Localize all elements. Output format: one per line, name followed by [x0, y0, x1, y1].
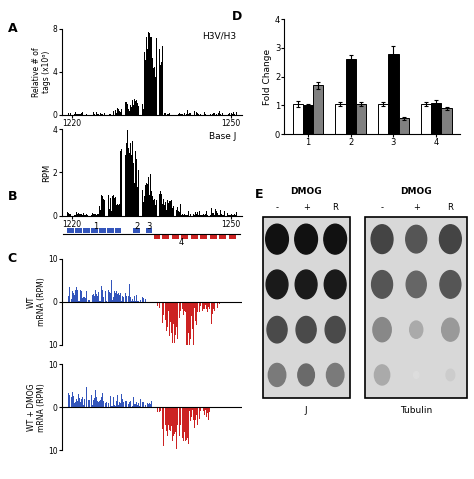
Bar [210, 234, 217, 239]
Text: Tubulin: Tubulin [400, 406, 432, 415]
Bar [388, 54, 399, 134]
Bar [421, 104, 431, 134]
Text: B: B [8, 190, 17, 204]
Y-axis label: Relative # of
tags (x10⁶): Relative # of tags (x10⁶) [32, 47, 51, 97]
Text: H3V/H3: H3V/H3 [202, 31, 237, 40]
Text: A: A [8, 22, 17, 35]
Circle shape [440, 271, 461, 298]
Circle shape [414, 372, 419, 378]
Circle shape [296, 317, 316, 343]
Bar [441, 108, 452, 134]
Text: D: D [232, 10, 242, 23]
Y-axis label: WT
mRNA (RPM): WT mRNA (RPM) [27, 277, 46, 326]
Text: E: E [255, 188, 264, 201]
Bar [107, 228, 114, 233]
Circle shape [324, 224, 346, 254]
Circle shape [268, 364, 286, 387]
Circle shape [295, 224, 318, 254]
Text: -: - [275, 203, 279, 212]
Bar [146, 228, 152, 233]
Bar [431, 103, 441, 134]
Circle shape [295, 270, 317, 299]
Circle shape [439, 225, 461, 253]
Circle shape [325, 317, 345, 343]
Bar [162, 234, 169, 239]
Text: Base J: Base J [209, 132, 237, 141]
Y-axis label: RPM: RPM [42, 163, 51, 182]
Bar [313, 85, 323, 134]
Bar [172, 234, 179, 239]
Text: +: + [303, 203, 310, 212]
Bar [99, 228, 106, 233]
Circle shape [324, 270, 346, 299]
Text: J: J [305, 406, 308, 415]
Text: R: R [332, 203, 338, 212]
Bar [67, 228, 74, 233]
Text: 1: 1 [93, 222, 99, 231]
Circle shape [446, 369, 455, 381]
Text: -: - [381, 203, 383, 212]
Bar [219, 234, 227, 239]
Bar [292, 104, 303, 134]
Circle shape [372, 271, 392, 298]
Circle shape [410, 321, 423, 338]
Bar [75, 228, 82, 233]
Text: 3: 3 [146, 222, 152, 231]
Bar [91, 228, 98, 233]
Bar [378, 104, 388, 134]
Circle shape [373, 318, 391, 342]
Bar [356, 104, 366, 134]
Text: 2: 2 [134, 222, 139, 231]
Circle shape [406, 225, 427, 253]
Bar [182, 234, 188, 239]
Bar [83, 228, 90, 233]
Circle shape [266, 224, 288, 254]
Circle shape [374, 365, 390, 385]
Text: 4: 4 [178, 238, 183, 247]
Circle shape [442, 318, 459, 341]
Bar [201, 234, 207, 239]
Y-axis label: WT + DMOG
mRNA (RPM): WT + DMOG mRNA (RPM) [27, 383, 46, 432]
Bar [346, 59, 356, 134]
Y-axis label: Fold Change: Fold Change [263, 48, 272, 105]
Circle shape [298, 364, 314, 386]
Bar [303, 105, 313, 134]
Circle shape [266, 270, 288, 299]
Circle shape [267, 317, 287, 343]
Bar [335, 104, 346, 134]
Bar [263, 217, 350, 398]
Bar [365, 217, 467, 398]
Bar [229, 234, 237, 239]
Bar [191, 234, 198, 239]
Bar [115, 228, 121, 233]
Text: R: R [447, 203, 453, 212]
Bar [155, 234, 160, 239]
Circle shape [406, 271, 426, 297]
Text: DMOG: DMOG [401, 187, 432, 196]
Text: C: C [8, 252, 17, 265]
Circle shape [327, 364, 344, 387]
Bar [133, 228, 140, 233]
Text: +: + [413, 203, 419, 212]
Bar [399, 118, 409, 134]
Circle shape [371, 225, 393, 253]
Text: DMOG: DMOG [290, 187, 322, 196]
